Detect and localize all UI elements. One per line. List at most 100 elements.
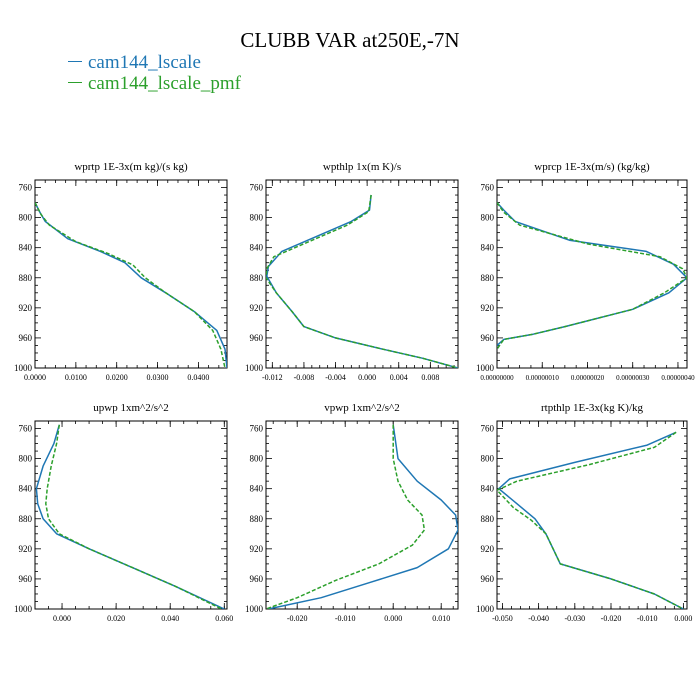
- series-line-lscale-pmf: [266, 194, 458, 368]
- legend-entry-lscale-pmf: cam144_lscale_pmf: [68, 73, 241, 95]
- y-tick-label: 880: [481, 273, 495, 283]
- panel-5: rtpthlp 1E-3x(kg K)/kg 760 800 840 880 920 960…: [476, 402, 692, 623]
- x-tick-label: 0.00000030: [616, 374, 650, 382]
- panel-2: wprcp 1E-3x(m/s) (kg/kg) 760 800 840 880 920 9…: [476, 161, 695, 382]
- panel-title: wprcp 1E-3x(m/s) (kg/kg): [534, 161, 650, 173]
- y-tick-label: 840: [250, 243, 264, 253]
- panel-0: wprtp 1E-3x(m kg)/(s kg) 760 800 840 880 920 9…: [14, 161, 228, 382]
- x-tick-label: -0.030: [564, 614, 585, 623]
- x-tick-label: 0.004: [390, 373, 408, 382]
- panel-4: vpwp 1xm^2/s^2 760 800 840 880 920 960 1000 -0.0…: [245, 402, 459, 623]
- chart-main-title: CLUBB VAR at250E,-7N: [240, 28, 460, 52]
- series-line-lscale-pmf: [45, 424, 222, 609]
- x-tick-label: -0.004: [325, 373, 346, 382]
- x-tick-label: 0.0100: [65, 373, 87, 382]
- y-tick-label: 960: [19, 333, 33, 343]
- x-tick-label: 0.008: [421, 373, 439, 382]
- x-tick-label: 0.0300: [147, 373, 169, 382]
- y-tick-label: 960: [481, 574, 495, 584]
- series-line-lscale-pmf: [266, 424, 426, 609]
- x-tick-label: 0.010: [432, 614, 450, 623]
- series-line-lscale: [35, 202, 227, 368]
- y-tick-label: 760: [19, 424, 33, 434]
- y-tick-label: 920: [250, 303, 264, 313]
- legend-label-lscale-pmf: cam144_lscale_pmf: [88, 73, 242, 94]
- plot-frame: [496, 420, 688, 610]
- y-tick-label: 960: [481, 333, 495, 343]
- y-tick-label: 760: [19, 183, 33, 193]
- x-tick-label: 0.000: [384, 614, 402, 623]
- x-tick-label: -0.020: [287, 614, 308, 623]
- plot-frame: [34, 420, 228, 610]
- x-tick-label: 0.000: [358, 373, 376, 382]
- x-tick-label: 0.060: [215, 614, 233, 623]
- series-line-lscale: [497, 202, 687, 346]
- series-line-lscale-pmf: [35, 202, 226, 368]
- y-tick-label: 800: [481, 213, 495, 223]
- y-tick-label: 880: [19, 514, 33, 524]
- y-tick-label: 840: [481, 243, 495, 253]
- y-tick-label: 960: [250, 574, 264, 584]
- plot-frame: [496, 179, 688, 369]
- y-tick-label: 800: [250, 454, 264, 464]
- y-tick-label: 840: [19, 243, 33, 253]
- series-line-lscale: [498, 431, 684, 609]
- series-line-lscale: [268, 424, 458, 609]
- y-tick-label: 920: [481, 544, 495, 554]
- series-line-lscale-pmf: [497, 202, 687, 350]
- y-tick-label: 1000: [245, 363, 264, 373]
- y-tick-label: 1000: [476, 604, 495, 614]
- y-tick-label: 1000: [14, 604, 33, 614]
- y-tick-label: 1000: [14, 363, 33, 373]
- y-tick-label: 920: [19, 544, 33, 554]
- series-line-lscale: [35, 424, 225, 609]
- x-tick-label: -0.008: [294, 373, 315, 382]
- panel-title: wpthlp 1x(m K)/s: [323, 161, 401, 173]
- y-tick-label: 880: [19, 273, 33, 283]
- x-tick-label: 0.00000000: [480, 374, 514, 382]
- x-tick-label: -0.050: [492, 614, 513, 623]
- x-tick-label: 0.000: [53, 614, 71, 623]
- x-tick-label: -0.040: [528, 614, 549, 623]
- y-tick-label: 800: [19, 454, 33, 464]
- panel-3: upwp 1xm^2/s^2 760 800 840 880 920 960 1000 0.00…: [14, 402, 233, 623]
- y-tick-label: 880: [250, 273, 264, 283]
- legend-line-lscale: [68, 61, 82, 63]
- y-tick-label: 960: [250, 333, 264, 343]
- x-tick-label: 0.0400: [187, 373, 209, 382]
- series-line-lscale: [266, 194, 458, 368]
- x-tick-label: -0.010: [335, 614, 356, 623]
- y-tick-label: 800: [19, 213, 33, 223]
- x-tick-label: 0.00000040: [661, 374, 695, 382]
- x-tick-label: -0.020: [601, 614, 622, 623]
- x-tick-label: -0.010: [637, 614, 658, 623]
- panel-title: wprtp 1E-3x(m kg)/(s kg): [74, 161, 188, 173]
- legend-entry-lscale: cam144_lscale: [68, 52, 201, 74]
- x-tick-label: 0.0200: [106, 373, 128, 382]
- y-tick-label: 880: [250, 514, 264, 524]
- y-tick-label: 840: [250, 484, 264, 494]
- y-tick-label: 840: [19, 484, 33, 494]
- y-tick-label: 960: [19, 574, 33, 584]
- y-tick-label: 880: [481, 514, 495, 524]
- x-tick-label: 0.020: [107, 614, 125, 623]
- plot-frame: [265, 179, 459, 369]
- y-tick-label: 800: [481, 454, 495, 464]
- y-tick-label: 800: [250, 213, 264, 223]
- x-tick-label: 0.00000010: [526, 374, 560, 382]
- panel-title: rtpthlp 1E-3x(kg K)/kg: [541, 402, 644, 414]
- y-tick-label: 760: [250, 183, 264, 193]
- y-tick-label: 760: [250, 424, 264, 434]
- x-tick-label: -0.012: [262, 373, 283, 382]
- legend-label-lscale: cam144_lscale: [88, 52, 201, 73]
- panel-1: wpthlp 1x(m K)/s7608008408809209601000-0…: [245, 161, 459, 382]
- series-line-lscale-pmf: [497, 431, 684, 609]
- y-tick-label: 920: [250, 544, 264, 554]
- y-tick-label: 920: [19, 303, 33, 313]
- y-tick-label: 920: [481, 303, 495, 313]
- x-tick-label: 0.000: [674, 614, 692, 623]
- y-tick-label: 840: [481, 484, 495, 494]
- panel-title: upwp 1xm^2/s^2: [93, 402, 168, 414]
- x-tick-label: 0.0000: [24, 373, 46, 382]
